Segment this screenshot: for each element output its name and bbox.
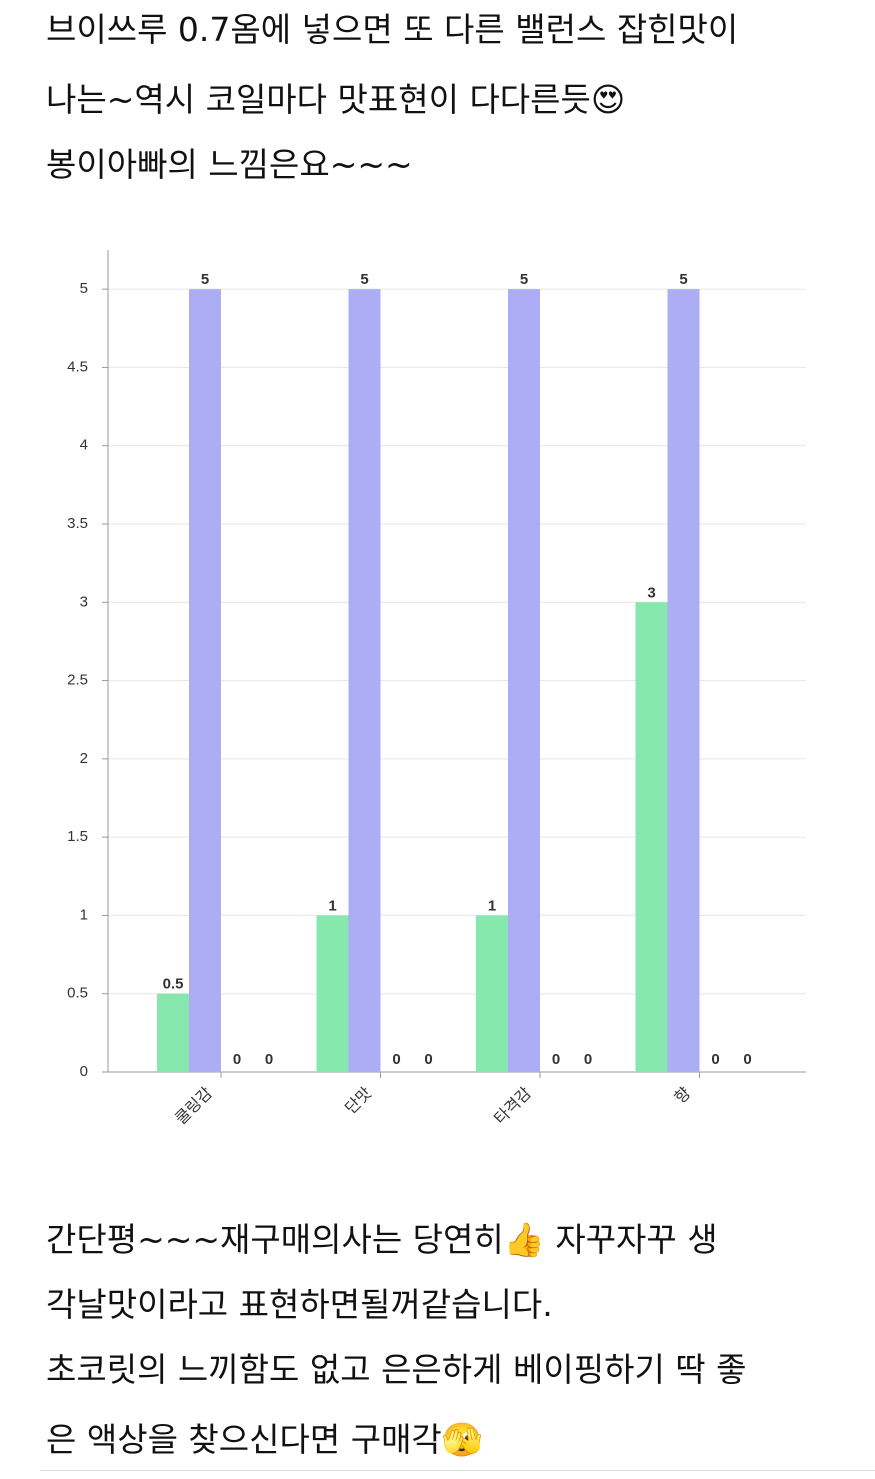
y-tick-label: 4.5 [67,358,88,375]
bar [189,289,221,1073]
value-label: 0 [265,1051,273,1068]
value-label: 0 [552,1051,560,1068]
bar [316,915,349,1072]
y-tick-label: 5 [80,280,88,297]
y-tick-label: 2.5 [67,672,88,689]
x-tick-label: 향 [671,1084,694,1107]
bar [348,289,381,1073]
text-line: 나는~역시 코일마다 맛표현이 다다른듯😍 [46,80,626,119]
text-line: 초코릿의 느끼함도 없고 은은하게 베이핑하기 딱 좋 [46,1350,747,1389]
value-label: 3 [647,584,655,601]
value-label: 0 [743,1051,751,1068]
y-tick-label: 3 [80,593,88,610]
x-tick-label: 단맛 [342,1084,376,1118]
chart: 0 0.5 1 1.5 2 2.5 3 3.5 4 4.5 5 쿨링감 0.5 5 0 0 단맛 1 5 0 0 타격감 1… [67,250,806,1128]
y-tick-label: 0.5 [67,985,88,1002]
y-tick-label: 3.5 [67,515,88,532]
y-tick-label: 0 [80,1063,88,1080]
text-line: 브이쓰루 0.7옴에 넣으면 또 다른 밸런스 잡힌맛이 [46,10,739,49]
y-tick-label: 2 [80,750,88,767]
bar [157,993,189,1072]
x-tick-label: 쿨링감 [172,1084,216,1128]
value-label: 5 [201,271,209,288]
value-label: 5 [679,271,687,288]
value-label: 0 [584,1051,592,1068]
value-label: 0 [711,1051,719,1068]
bar [508,289,540,1073]
value-label: 0 [392,1051,400,1068]
value-label: 0 [233,1051,241,1068]
y-tick-label: 1 [80,906,88,923]
text-line: 봉이아빠의 느낌은요~~~ [46,145,413,184]
bar [476,915,508,1072]
bar [635,602,668,1072]
y-tick-label: 4 [80,437,88,454]
value-label: 5 [520,271,528,288]
bar [667,289,700,1073]
value-label: 5 [360,271,368,288]
text-line: 각날맛이라고 표현하면될꺼같습니다. [46,1285,553,1324]
value-label: 1 [328,897,336,914]
text-line: 간단평~~~재구매의사는 당연히👍 자꾸자꾸 생 [46,1220,718,1259]
x-tick-label: 타격감 [491,1084,535,1128]
value-label: 0.5 [163,976,184,993]
text-line: 은 액상을 찾으신다면 구매각🫣 [46,1420,483,1459]
value-label: 1 [488,897,496,914]
value-label: 0 [424,1051,432,1068]
divider [40,1470,875,1471]
y-tick-label: 1.5 [67,828,88,845]
